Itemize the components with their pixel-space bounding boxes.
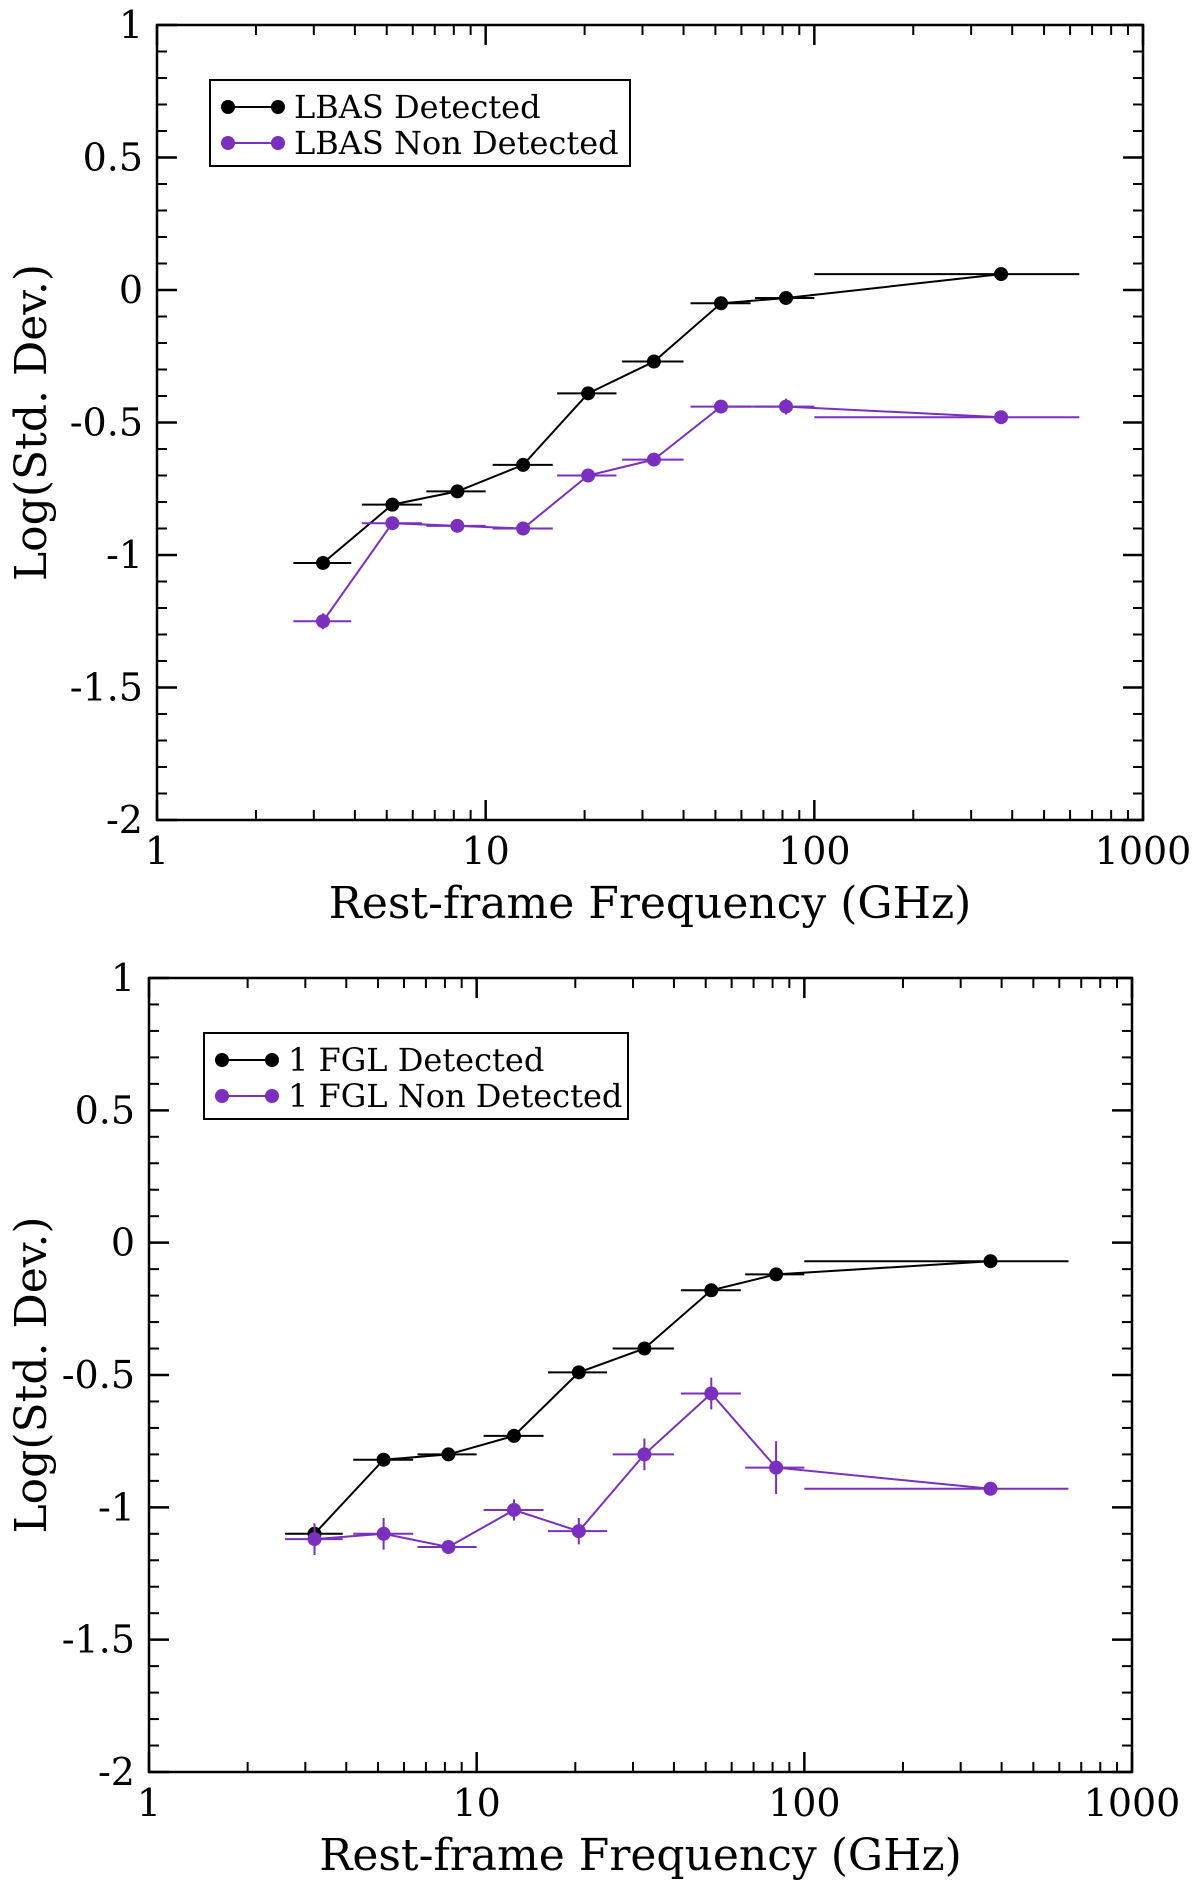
y-axis-title: Log(Std. Dev.) [6, 1216, 57, 1533]
y-tick-label: 1 [119, 3, 143, 47]
y-tick-label: -0.5 [62, 1353, 135, 1397]
legend-marker [265, 1053, 279, 1067]
y-tick-label: -2 [98, 1750, 135, 1794]
legend-label: 1 FGL Detected [288, 1041, 544, 1079]
data-point [983, 1481, 998, 1496]
data-point [441, 1447, 456, 1462]
data-point [713, 296, 728, 311]
legend-label: 1 FGL Non Detected [288, 1077, 622, 1115]
data-point [516, 457, 531, 472]
x-tick-label: 100 [768, 1781, 841, 1825]
y-axis-title: Log(Std. Dev.) [6, 264, 57, 581]
legend-marker [215, 1089, 229, 1103]
series-line [322, 405, 1002, 622]
series-2 [284, 1377, 1069, 1555]
series-1 [284, 1254, 1069, 1541]
data-point [516, 521, 531, 536]
data-point [441, 1540, 456, 1555]
y-tick-label: -1 [106, 533, 143, 577]
y-tick-label: 0.5 [83, 136, 143, 180]
series-line [314, 1392, 991, 1549]
legend-marker [271, 136, 285, 150]
data-point [571, 1524, 586, 1539]
legend-label: LBAS Non Detected [294, 124, 619, 162]
data-point [581, 386, 596, 401]
y-tick-label: 0 [111, 1221, 135, 1265]
legend-label: LBAS Detected [294, 88, 541, 126]
legend-marker [265, 1089, 279, 1103]
x-axis-title: Rest-frame Frequency (GHz) [319, 1830, 962, 1881]
data-point [571, 1365, 586, 1380]
legend-box [203, 1032, 629, 1120]
data-point [713, 399, 728, 414]
legend-marker [271, 100, 285, 114]
series-line [313, 1260, 991, 1535]
legend-marker [221, 136, 235, 150]
y-tick-label: 0 [119, 268, 143, 312]
data-point [385, 516, 400, 531]
legend-box [209, 79, 631, 167]
data-point [450, 484, 465, 499]
data-point [507, 1428, 522, 1443]
series-line [322, 273, 1002, 564]
data-point [581, 468, 596, 483]
x-tick-label: 10 [461, 829, 509, 873]
data-point [385, 497, 400, 512]
data-point [450, 518, 465, 533]
data-point [704, 1283, 719, 1298]
data-point [983, 1254, 998, 1269]
legend-marker [215, 1053, 229, 1067]
data-point [646, 452, 661, 467]
data-point [637, 1447, 652, 1462]
data-point [994, 410, 1009, 425]
x-tick-label: 10 [452, 1781, 500, 1825]
series-1 [293, 267, 1080, 570]
legend-marker [221, 100, 235, 114]
y-tick-label: -1 [98, 1485, 135, 1529]
x-tick-label: 1 [137, 1781, 161, 1825]
data-point [507, 1502, 522, 1517]
data-point [769, 1267, 784, 1282]
data-point [779, 399, 794, 414]
data-point [316, 555, 331, 570]
x-tick-label: 1000 [1095, 829, 1192, 873]
data-point [769, 1460, 784, 1475]
data-point [637, 1341, 652, 1356]
data-point [307, 1532, 322, 1547]
y-tick-label: 1 [111, 956, 135, 1000]
data-point [646, 354, 661, 369]
data-point [376, 1452, 391, 1467]
chart-panel-1: 1 10 100 1000 -2 -1.5 -1 -0.5 0 0.5 1 Rest-frame Fr… [6, 3, 1191, 929]
x-tick-label: 1 [145, 829, 169, 873]
x-tick-label: 100 [778, 829, 851, 873]
y-tick-label: -1.5 [62, 1618, 135, 1662]
data-point [376, 1526, 391, 1541]
chart-panel-2: 1 10 100 1000 -2 -1.5 -1 -0.5 0 0.5 1 Rest-frame Fr… [6, 956, 1180, 1881]
data-point [316, 614, 331, 629]
y-tick-label: -2 [106, 798, 143, 842]
data-point [704, 1386, 719, 1401]
x-tick-label: 1000 [1084, 1781, 1181, 1825]
y-tick-label: -0.5 [70, 401, 143, 445]
series-2 [293, 398, 1080, 630]
x-axis-title: Rest-frame Frequency (GHz) [329, 878, 972, 929]
data-point [994, 267, 1009, 282]
y-tick-label: -1.5 [70, 666, 143, 710]
data-point [779, 290, 794, 305]
y-tick-label: 0.5 [75, 1088, 135, 1132]
